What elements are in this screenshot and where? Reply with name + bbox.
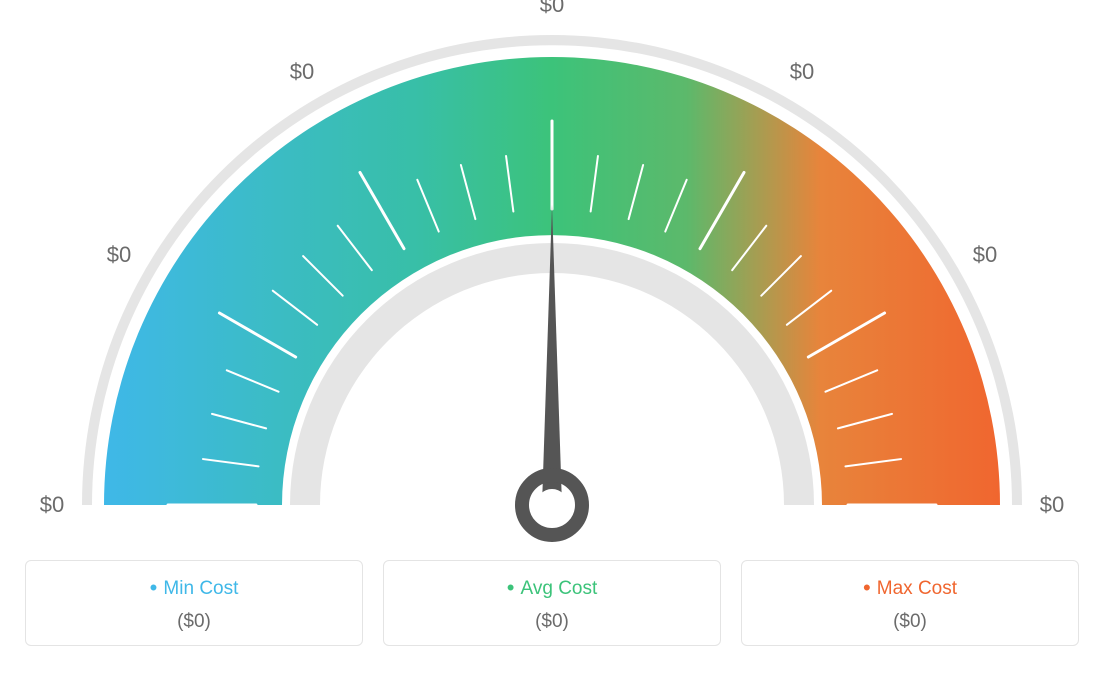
gauge-tick-label: $0	[40, 492, 64, 518]
legend-avg-title: Avg Cost	[394, 575, 710, 601]
legend-max-title: Max Cost	[752, 575, 1068, 601]
legend-card-min: Min Cost ($0)	[25, 560, 363, 646]
legend-max-value: ($0)	[752, 611, 1068, 633]
legend-row: Min Cost ($0) Avg Cost ($0) Max Cost ($0…	[0, 560, 1104, 646]
gauge-tick-label: $0	[1040, 492, 1064, 518]
gauge-tick-label: $0	[790, 59, 814, 85]
gauge-tick-label: $0	[107, 242, 131, 268]
legend-avg-value: ($0)	[394, 611, 710, 633]
legend-card-avg: Avg Cost ($0)	[383, 560, 721, 646]
gauge-chart: $0 $0 $0 $0 $0 $0 $0	[0, 0, 1104, 560]
legend-min-value: ($0)	[36, 611, 352, 633]
legend-card-max: Max Cost ($0)	[741, 560, 1079, 646]
legend-min-title: Min Cost	[36, 575, 352, 601]
gauge-tick-label: $0	[973, 242, 997, 268]
gauge-svg	[0, 0, 1104, 560]
gauge-tick-label: $0	[540, 0, 564, 18]
gauge-tick-label: $0	[290, 59, 314, 85]
